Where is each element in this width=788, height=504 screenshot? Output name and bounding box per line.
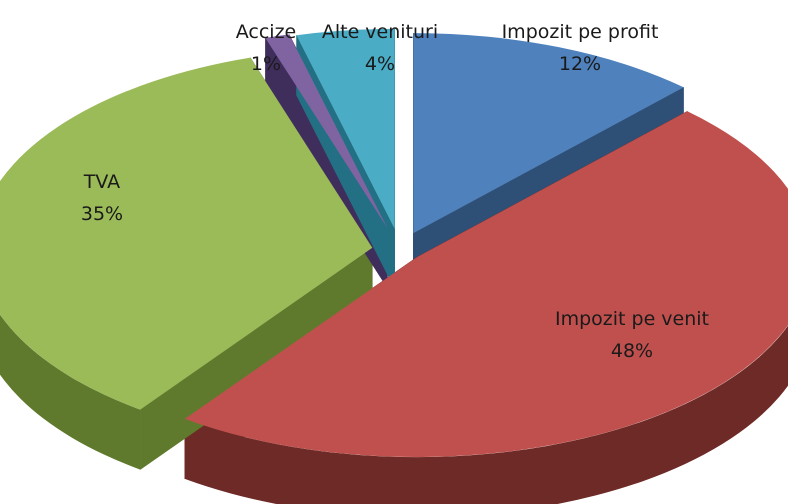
value-label-accize: 1%	[251, 53, 281, 75]
value-label-impozit-pe-venit: 48%	[611, 340, 653, 362]
label-tva: TVA	[83, 171, 120, 193]
value-label-alte-venituri: 4%	[365, 53, 395, 75]
slice-tva	[0, 57, 373, 410]
label-impozit-pe-venit: Impozit pe venit	[555, 308, 709, 330]
slice-impozit-pe-venit	[184, 111, 788, 457]
value-label-impozit-pe-profit: 12%	[559, 53, 601, 75]
value-label-tva: 35%	[81, 203, 123, 225]
slice-alte-venituri	[296, 28, 395, 229]
label-impozit-pe-profit: Impozit pe profit	[502, 21, 659, 43]
slice-accize	[265, 34, 388, 229]
label-alte-venituri: Alte venituri	[322, 21, 438, 43]
slice-impozit-pe-profit	[413, 33, 684, 234]
label-accize: Accize	[236, 21, 297, 43]
